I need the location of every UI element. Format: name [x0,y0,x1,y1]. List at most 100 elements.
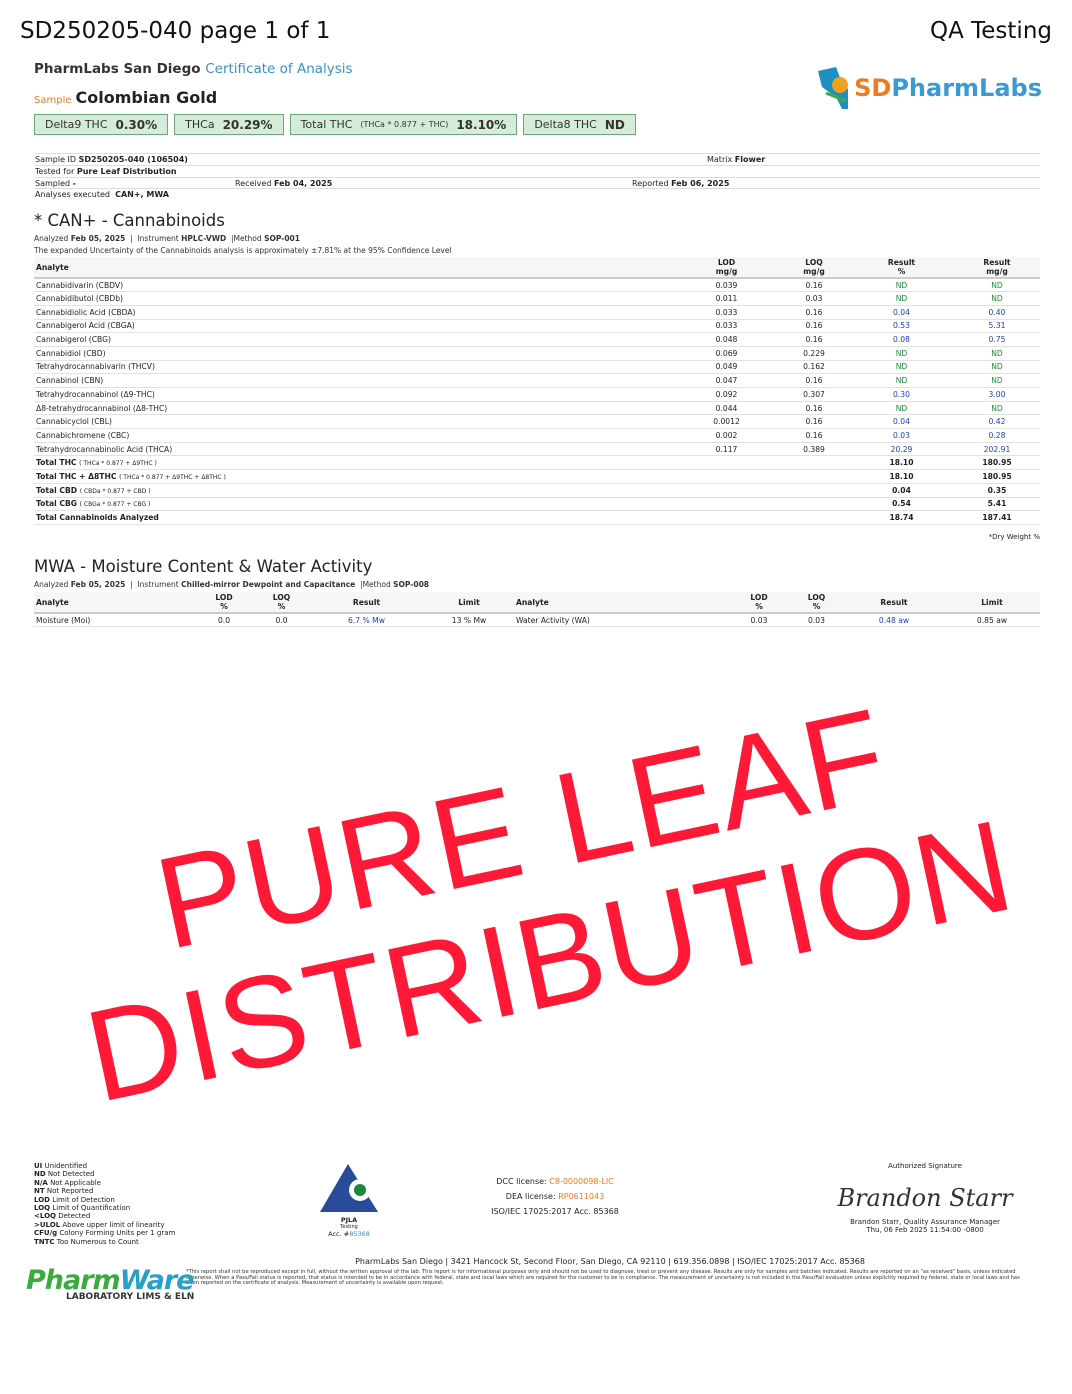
cell-value: 0.047 [674,373,779,388]
badge-thca: THCa 20.29% [174,114,284,135]
cell-value: ND [849,401,954,416]
reported-value: Feb 06, 2025 [671,179,730,188]
matrix: Matrix Flower [707,154,765,166]
cell-value: 0.03 [779,291,849,306]
total-name: Total Cannabinoids Analyzed [34,510,674,525]
table-row: Cannabidiol (CBD) 0.069 0.229 ND ND [34,346,1040,361]
mwa-title: MWA - Moisture Content & Water Activity [34,557,373,576]
column-header: Analyte [514,592,729,614]
method-label: Method [233,234,262,243]
cell-value: 0.0 [254,613,309,628]
mwa-meta: Analyzed Feb 05, 2025 | Instrument Chill… [34,580,430,589]
received: Received Feb 04, 2025 [235,178,332,190]
table-row: Cannabidiolic Acid (CBDA) 0.033 0.16 0.04 0.… [34,305,1040,320]
pharmware-text-2: Ware [119,1265,195,1296]
analyte-name: Cannabichromene (CBC) [34,428,674,443]
dry-weight-note: *Dry Weight % [988,533,1040,541]
legend-abbr: CFU/g [34,1229,58,1238]
column-header: LOD% [729,592,789,614]
method: SOP-001 [264,234,300,243]
cell-value: 5.31 [954,319,1040,334]
pharmware-wordmark: PharmWare [26,1265,194,1296]
cell-value: 0.35 [954,483,1040,498]
analyte-name: Δ8-tetrahydrocannabinol (Δ8-THC) [34,401,674,416]
badge-label: Total THC [300,118,353,131]
cell-value: 18.10 [849,469,954,484]
column-header: Limit [944,592,1040,614]
total-row: Total THC + Δ8THC ( THCa * 0.877 + Δ9THC… [34,469,1040,484]
total-name: Total THC + Δ8THC ( THCa * 0.877 + Δ9THC… [34,469,674,484]
method-label: Method [362,580,391,589]
cell-value: 0.0 [194,613,254,628]
cell-value: 0.03 [789,613,844,628]
column-header: Result [309,592,424,614]
iso-accreditation: ISO/IEC 17025:2017 Acc. 85368 [491,1207,619,1216]
lab-address: PharmLabs San Diego | 3421 Hancock St, S… [355,1257,865,1266]
total-formula: ( THCa * 0.877 + Δ9THC + Δ8THC ) [119,473,226,481]
header-row: Analyte LOD mg/g LOQ mg/g Result% Result mg/g [34,257,1040,279]
info-row: Sampled - Received Feb 04, 2025 Reported F… [35,177,1040,189]
cell-value: 0.04 [849,305,954,320]
total-row: Total Cannabinoids Analyzed 18.74 187.41 [34,510,1040,525]
column-header: Result mg/g [954,257,1040,279]
lab-name: PharmLabs San Diego [34,61,201,77]
cell-value: Moisture (Moi) [34,613,194,628]
table-row: Tetrahydrocannabinol (Δ9-THC) 0.092 0.307 0… [34,387,1040,402]
pjla-acc-label: Acc. # [328,1230,350,1238]
reported-label: Reported [632,179,669,188]
pjla-badge: PJLA Testing Acc. #85368 [318,1162,380,1238]
table-row: Cannabinol (CBN) 0.047 0.16 ND ND [34,373,1040,388]
watermark: PURE LEAF DISTRIBUTION [74,680,1026,1130]
cell-value: 0.049 [674,360,779,375]
received-value: Feb 04, 2025 [273,179,333,188]
sample-name: Colombian Gold [75,88,218,107]
legend-abbr: LOQ [34,1204,51,1213]
cell-value: 0.03 [729,613,789,628]
legend-item: TNTC Too Numerous to Count [34,1237,139,1246]
cell-value: 0.16 [779,414,849,430]
cell-value: ND [954,346,1040,361]
instrument-label: Instrument [137,234,179,243]
cell-value: ND [954,401,1040,416]
cell-empty [674,510,779,525]
total-row: Total CBD ( CBDa * 0.877 + CBD ) 0.04 0.35 [34,483,1040,498]
signature-date: Thu, 06 Feb 2025 11:54:00 -0800 [866,1226,984,1234]
cell-value: 202.91 [954,442,1040,457]
instrument: HPLC-VWD [181,234,227,243]
legend-item: LOD Limit of Detection [34,1195,115,1204]
cell-value: 0.033 [674,319,779,334]
cell-empty [674,469,779,484]
column-header: LOQ mg/g [779,257,849,279]
tested-for: Pure Leaf Distribution [76,167,177,176]
info-row: Analyses executed CAN+, MWA [35,188,1040,200]
dea-license: DEA license: RP0611043 [450,1189,660,1204]
table-row: Δ8-tetrahydrocannabinol (Δ8-THC) 0.044 0.1… [34,401,1040,416]
cell-value: 187.41 [954,510,1040,525]
cell-value: 5.41 [954,497,1040,512]
header-row: Analyte LOD% LOQ% Result Limit Analyte LOD% LOQ… [34,592,1040,614]
signature-label: Authorized Signature [888,1162,962,1170]
cell-value: 0.16 [779,401,849,416]
legend-abbr: N/A [34,1178,48,1187]
cell-value: 0.16 [779,305,849,320]
total-name: Total CBD ( CBDa * 0.877 + CBD ) [34,483,674,498]
cell-value: 0.16 [779,332,849,347]
cell-empty [779,469,849,484]
column-header: Analyte [34,257,674,279]
badge-formula: (THCa * 0.877 + THC) [360,120,449,129]
total-name: Total THC ( THCa * 0.877 + Δ9THC ) [34,455,674,471]
disclaimer: *This report shall not be reproduced exc… [186,1269,1020,1287]
cell-value: 180.95 [954,455,1040,471]
badge-total-thc: Total THC (THCa * 0.877 + THC) 18.10% [289,114,518,135]
pjla-acc: Acc. #85368 [318,1230,380,1238]
legend-abbr: LOD [34,1195,50,1204]
coa-label: Certificate of Analysis [205,61,353,77]
cell-value: ND [849,346,954,361]
table-row: Moisture (Moi) 0.0 0.0 6.7 % Mw 13 % Mw Water… [34,613,1040,628]
cell-value: 0.04 [849,414,954,430]
signature-image: Brandon Starr [837,1184,1013,1212]
cell-value: 0.03 [849,428,954,443]
column-header: LOD% [194,592,254,614]
analyte-name: Cannabidiol (CBD) [34,346,674,361]
cell-empty [779,483,849,498]
